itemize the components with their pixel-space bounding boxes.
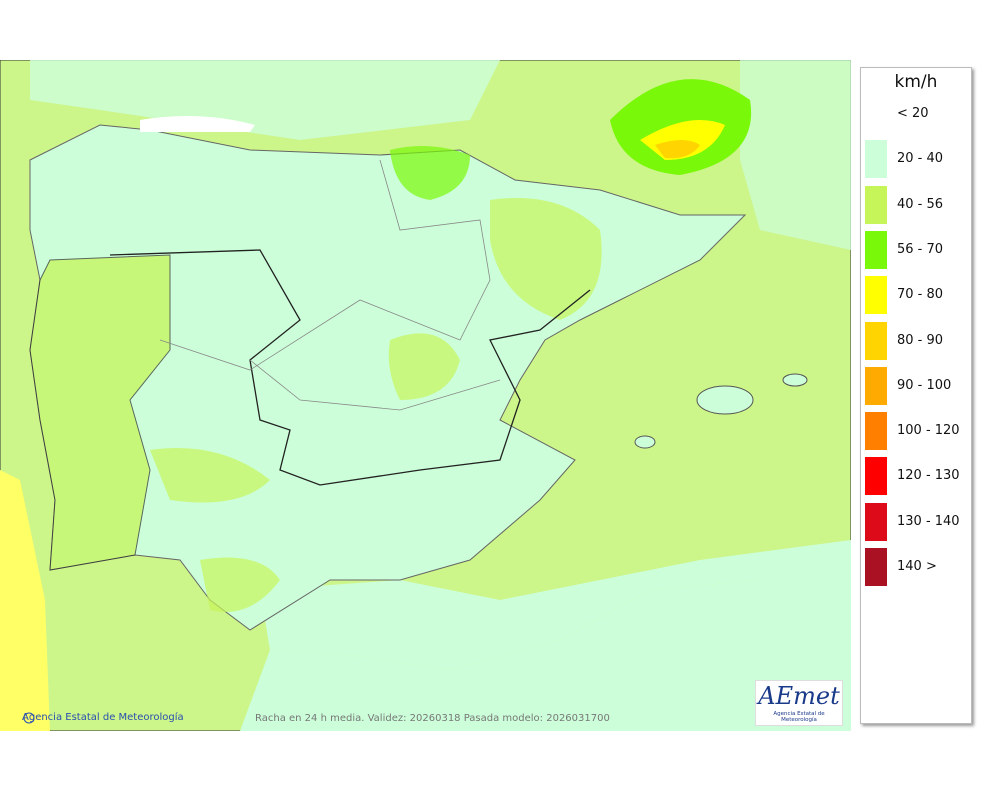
legend-item: 80 - 90 bbox=[865, 321, 969, 360]
legend-label: < 20 bbox=[897, 106, 929, 121]
legend-item: 56 - 70 bbox=[865, 230, 969, 269]
copyright-icon bbox=[23, 712, 35, 724]
wind-zone bbox=[30, 60, 500, 140]
legend-item: 40 - 56 bbox=[865, 185, 969, 224]
map bbox=[0, 60, 851, 731]
legend-label: 56 - 70 bbox=[897, 241, 944, 257]
no-data bbox=[140, 116, 255, 132]
legend-label: 40 - 56 bbox=[897, 196, 944, 212]
credit: Agencia Estatal de Meteorología bbox=[22, 712, 184, 723]
legend-label: 130 - 140 bbox=[897, 513, 960, 529]
region-border bbox=[109, 249, 591, 486]
wind-zone bbox=[0, 470, 50, 731]
legend-swatch bbox=[865, 140, 887, 179]
legend-label: 70 - 80 bbox=[897, 287, 944, 303]
legend-label: 140 > bbox=[897, 559, 937, 574]
logo-name: AEmet bbox=[758, 682, 840, 710]
legend-swatch bbox=[865, 185, 887, 224]
legend: km/h < 20 20 - 40 40 - 56 56 - 70 70 - 80 80 … bbox=[860, 67, 972, 724]
logo: AEmet Agencia Estatal de Meteorología bbox=[755, 680, 843, 726]
legend-item: 140 > bbox=[865, 548, 969, 586]
legend-item: 120 - 130 bbox=[865, 457, 969, 496]
legend-swatch bbox=[865, 412, 887, 451]
legend-swatch bbox=[865, 457, 887, 496]
wind-zone bbox=[655, 140, 700, 159]
legend-label: 100 - 120 bbox=[897, 423, 960, 439]
model-info: Racha en 24 h media. Validez: 20260318 P… bbox=[255, 713, 610, 724]
logo-subtitle: Agencia Estatal de Meteorología bbox=[773, 711, 825, 723]
island bbox=[696, 385, 754, 415]
legend-swatch bbox=[865, 548, 887, 586]
legend-swatch bbox=[865, 276, 887, 315]
legend-item: 130 - 140 bbox=[865, 502, 969, 541]
wind-zone bbox=[200, 557, 280, 612]
legend-item: 100 - 120 bbox=[865, 412, 969, 451]
legend-title: km/h bbox=[894, 72, 938, 92]
wind-zone bbox=[150, 448, 270, 503]
legend-label: 80 - 90 bbox=[897, 332, 944, 348]
province-border bbox=[159, 159, 501, 411]
wind-zone bbox=[260, 540, 851, 670]
wind-zone bbox=[240, 575, 851, 731]
wind-zone bbox=[490, 198, 602, 320]
legend-swatch bbox=[865, 230, 887, 269]
portugal bbox=[29, 254, 171, 571]
legend-label: 90 - 100 bbox=[897, 377, 952, 393]
legend-item: < 20 bbox=[865, 95, 969, 133]
legend-item: 90 - 100 bbox=[865, 366, 969, 405]
legend-swatch bbox=[865, 321, 887, 360]
island bbox=[634, 435, 656, 449]
legend-label: 120 - 130 bbox=[897, 468, 960, 484]
legend-swatch bbox=[865, 502, 887, 541]
wind-zone bbox=[740, 60, 851, 250]
legend-item: 20 - 40 bbox=[865, 140, 969, 179]
wind-zone bbox=[390, 146, 470, 200]
island bbox=[782, 373, 808, 387]
legend-label: 20 - 40 bbox=[897, 151, 944, 167]
legend-item: 70 - 80 bbox=[865, 276, 969, 315]
wind-zone bbox=[388, 333, 460, 400]
legend-swatch bbox=[865, 366, 887, 405]
